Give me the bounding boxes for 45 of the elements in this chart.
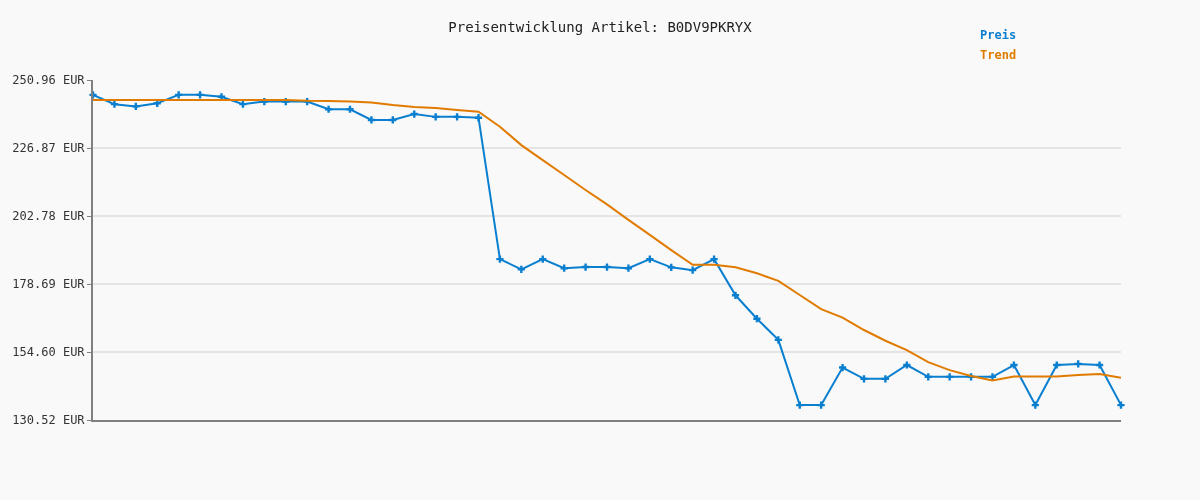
point — [474, 114, 483, 122]
point — [389, 116, 397, 124]
point — [667, 263, 675, 271]
y-tick-label: 250.96 EUR — [12, 73, 86, 88]
point — [367, 116, 376, 124]
point — [239, 100, 247, 108]
point — [324, 105, 333, 113]
point — [710, 255, 718, 263]
point — [603, 263, 611, 271]
point — [110, 100, 119, 108]
point — [346, 105, 354, 113]
y-tick-label: 226.87 EUR — [12, 141, 86, 156]
point — [903, 361, 911, 369]
point — [881, 375, 890, 383]
point — [1095, 361, 1104, 369]
point — [453, 113, 461, 121]
y-tick-label: 130.52 EUR — [12, 413, 86, 428]
point — [432, 113, 440, 121]
point — [1117, 401, 1125, 409]
chart-title: Preisentwicklung Artikel: B0DV9PKRYX — [448, 19, 753, 36]
point — [817, 401, 825, 409]
y-tick-label: 154.60 EUR — [12, 345, 86, 360]
point — [860, 375, 868, 383]
point — [1053, 361, 1061, 369]
point — [496, 255, 504, 263]
point — [731, 291, 740, 299]
point — [753, 315, 761, 323]
point — [689, 266, 697, 274]
point — [410, 110, 418, 118]
y-tick-label: 178.69 EUR — [12, 277, 86, 292]
point — [838, 363, 847, 372]
point — [175, 91, 183, 99]
point — [132, 102, 140, 111]
point — [517, 265, 525, 273]
point — [774, 336, 782, 344]
text: Preis — [980, 28, 1017, 42]
y-tick-label: 202.78 EUR — [12, 209, 86, 224]
point — [1031, 401, 1039, 409]
point — [1010, 361, 1018, 369]
point — [196, 91, 204, 99]
point — [581, 263, 590, 271]
point — [624, 264, 633, 272]
point — [946, 373, 954, 381]
point — [796, 401, 804, 409]
text: Trend — [980, 48, 1017, 62]
